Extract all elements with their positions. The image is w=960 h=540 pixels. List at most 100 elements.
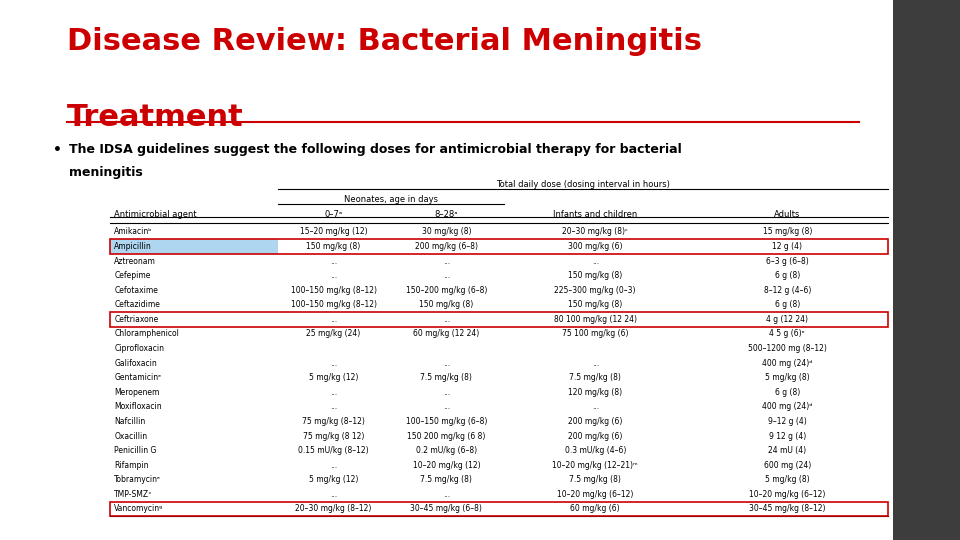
Text: Neonates, age in days: Neonates, age in days <box>345 195 438 204</box>
Text: ...: ... <box>330 461 337 470</box>
Text: 30–45 mg/kg (8–12): 30–45 mg/kg (8–12) <box>749 504 826 514</box>
Text: 150 mg/kg (8): 150 mg/kg (8) <box>420 300 473 309</box>
Text: 8–28ᵃ: 8–28ᵃ <box>435 210 458 219</box>
Text: ...: ... <box>443 402 450 411</box>
Text: Rifampin: Rifampin <box>114 461 149 470</box>
Text: 75 100 mg/kg (6): 75 100 mg/kg (6) <box>562 329 629 339</box>
Text: 120 mg/kg (8): 120 mg/kg (8) <box>568 388 622 397</box>
Text: ...: ... <box>591 256 599 266</box>
Text: meningitis: meningitis <box>69 166 143 179</box>
Text: 25 mg/kg (24): 25 mg/kg (24) <box>306 329 361 339</box>
Text: Cefepime: Cefepime <box>114 271 151 280</box>
Text: 5 mg/kg (12): 5 mg/kg (12) <box>309 475 358 484</box>
Text: 200 mg/kg (6): 200 mg/kg (6) <box>568 431 622 441</box>
Text: 10–20 mg/kg (6–12): 10–20 mg/kg (6–12) <box>557 490 634 499</box>
Text: 30–45 mg/kg (6–8): 30–45 mg/kg (6–8) <box>411 504 482 514</box>
Text: 150 200 mg/kg (6 8): 150 200 mg/kg (6 8) <box>407 431 486 441</box>
Text: 6 g (8): 6 g (8) <box>775 300 800 309</box>
Text: Vancomycinᵍ: Vancomycinᵍ <box>114 504 163 514</box>
Text: Disease Review: Bacterial Meningitis: Disease Review: Bacterial Meningitis <box>67 27 702 56</box>
Bar <box>110 312 888 327</box>
Text: ...: ... <box>330 315 337 324</box>
Text: Ciprofloxacin: Ciprofloxacin <box>114 344 164 353</box>
Text: ...: ... <box>591 359 599 368</box>
Text: 200 mg/kg (6): 200 mg/kg (6) <box>568 417 622 426</box>
Text: 100–150 mg/kg (8–12): 100–150 mg/kg (8–12) <box>291 286 376 295</box>
Bar <box>110 502 888 516</box>
Text: 150 mg/kg (8): 150 mg/kg (8) <box>568 300 622 309</box>
Text: 600 mg (24): 600 mg (24) <box>763 461 811 470</box>
Text: Total daily dose (dosing interval in hours): Total daily dose (dosing interval in hou… <box>496 180 670 189</box>
Text: ...: ... <box>330 490 337 499</box>
Text: Oxacillin: Oxacillin <box>114 431 148 441</box>
Text: 7.5 mg/kg (8): 7.5 mg/kg (8) <box>569 475 621 484</box>
Text: ...: ... <box>330 256 337 266</box>
Text: Tobramycinᵉ: Tobramycinᵉ <box>114 475 161 484</box>
Text: 225–300 mg/kg (0–3): 225–300 mg/kg (0–3) <box>555 286 636 295</box>
Text: 75 mg/kg (8–12): 75 mg/kg (8–12) <box>302 417 365 426</box>
Text: 200 mg/kg (6–8): 200 mg/kg (6–8) <box>415 242 478 251</box>
Text: 5 mg/kg (8): 5 mg/kg (8) <box>765 475 809 484</box>
Text: 500–1200 mg (8–12): 500–1200 mg (8–12) <box>748 344 827 353</box>
Text: ...: ... <box>330 402 337 411</box>
Text: 100–150 mg/kg (8–12): 100–150 mg/kg (8–12) <box>291 300 376 309</box>
Text: 150 mg/kg (8): 150 mg/kg (8) <box>568 271 622 280</box>
Text: ...: ... <box>443 388 450 397</box>
Text: Gentamicinᵉ: Gentamicinᵉ <box>114 373 161 382</box>
Text: Meropenem: Meropenem <box>114 388 159 397</box>
Text: Antimicrobial agent: Antimicrobial agent <box>114 210 197 219</box>
Text: 0.2 mU/kg (6–8): 0.2 mU/kg (6–8) <box>416 446 477 455</box>
Text: Moxifloxacin: Moxifloxacin <box>114 402 162 411</box>
Text: ...: ... <box>330 271 337 280</box>
Text: TMP-SMZˣ: TMP-SMZˣ <box>114 490 153 499</box>
Text: 60 mg/kg (6): 60 mg/kg (6) <box>570 504 620 514</box>
Text: 7.5 mg/kg (8): 7.5 mg/kg (8) <box>569 373 621 382</box>
Text: 9–12 g (4): 9–12 g (4) <box>768 417 806 426</box>
Text: ...: ... <box>330 359 337 368</box>
Text: 20–30 mg/kg (8–12): 20–30 mg/kg (8–12) <box>296 504 372 514</box>
Text: 10–20 mg/kg (6–12): 10–20 mg/kg (6–12) <box>749 490 826 499</box>
Text: 150 mg/kg (8): 150 mg/kg (8) <box>306 242 361 251</box>
Text: Penicillin G: Penicillin G <box>114 446 156 455</box>
Text: Ampicillin: Ampicillin <box>114 242 152 251</box>
Text: Adults: Adults <box>774 210 801 219</box>
Text: 7.5 mg/kg (8): 7.5 mg/kg (8) <box>420 475 472 484</box>
Text: 15 mg/kg (8): 15 mg/kg (8) <box>762 227 812 237</box>
Text: Cefotaxime: Cefotaxime <box>114 286 158 295</box>
Text: 9 12 g (4): 9 12 g (4) <box>769 431 805 441</box>
Text: Galifoxacin: Galifoxacin <box>114 359 157 368</box>
Text: The IDSA guidelines suggest the following doses for antimicrobial therapy for ba: The IDSA guidelines suggest the followin… <box>69 143 682 156</box>
Text: 400 mg (24)ᵈ: 400 mg (24)ᵈ <box>762 402 812 411</box>
Text: 80 100 mg/kg (12 24): 80 100 mg/kg (12 24) <box>554 315 636 324</box>
Bar <box>110 239 278 254</box>
Text: 5 mg/kg (8): 5 mg/kg (8) <box>765 373 809 382</box>
Bar <box>110 239 888 254</box>
Text: 75 mg/kg (8 12): 75 mg/kg (8 12) <box>303 431 364 441</box>
Text: ...: ... <box>443 490 450 499</box>
Text: ...: ... <box>330 388 337 397</box>
Text: ...: ... <box>443 359 450 368</box>
Text: Infants and children: Infants and children <box>553 210 637 219</box>
Text: 150–200 mg/kg (6–8): 150–200 mg/kg (6–8) <box>406 286 487 295</box>
Text: Nafcillin: Nafcillin <box>114 417 146 426</box>
Text: Chloramphenicol: Chloramphenicol <box>114 329 180 339</box>
Text: 15–20 mg/kg (12): 15–20 mg/kg (12) <box>300 227 368 237</box>
Text: 100–150 mg/kg (6–8): 100–150 mg/kg (6–8) <box>406 417 487 426</box>
Text: 0–7ᵃ: 0–7ᵃ <box>324 210 343 219</box>
Text: 20–30 mg/kg (8)ᶜ: 20–30 mg/kg (8)ᶜ <box>563 227 628 237</box>
Bar <box>893 0 960 540</box>
Text: 7.5 mg/kg (8): 7.5 mg/kg (8) <box>420 373 472 382</box>
Text: Aztreonam: Aztreonam <box>114 256 156 266</box>
Text: ...: ... <box>591 402 599 411</box>
Text: 6 g (8): 6 g (8) <box>775 388 800 397</box>
Text: Amikacinᵇ: Amikacinᵇ <box>114 227 153 237</box>
Text: ...: ... <box>443 256 450 266</box>
Text: Ceftriaxone: Ceftriaxone <box>114 315 158 324</box>
Text: Treatment: Treatment <box>67 103 244 132</box>
Text: 4 5 g (6)ᵉ: 4 5 g (6)ᵉ <box>769 329 805 339</box>
Text: 4 g (12 24): 4 g (12 24) <box>766 315 808 324</box>
Text: 0.3 mU/kg (4–6): 0.3 mU/kg (4–6) <box>564 446 626 455</box>
Text: 6 g (8): 6 g (8) <box>775 271 800 280</box>
Text: 10–20 mg/kg (12): 10–20 mg/kg (12) <box>413 461 480 470</box>
Text: 300 mg/kg (6): 300 mg/kg (6) <box>568 242 622 251</box>
